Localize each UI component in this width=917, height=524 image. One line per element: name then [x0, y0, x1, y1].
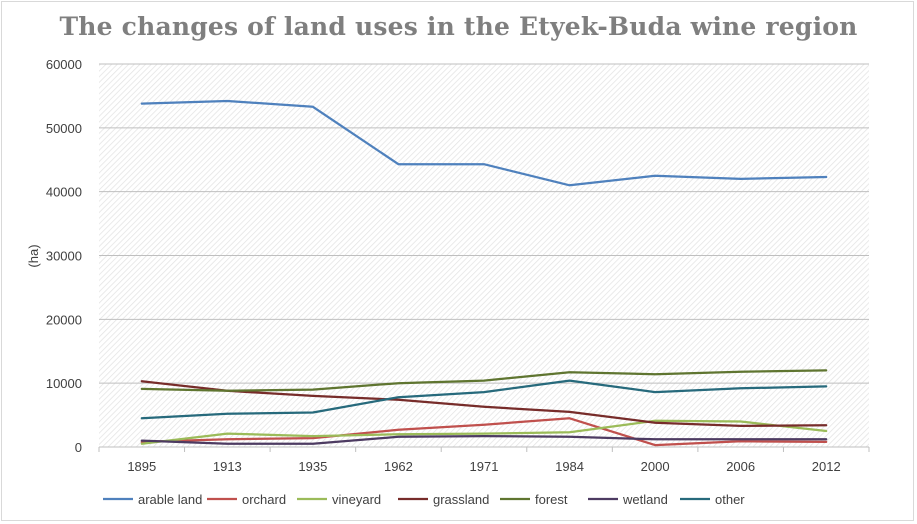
x-tick-label: 2012 [812, 459, 841, 474]
x-tick-label: 1935 [298, 459, 327, 474]
series-line-other [140, 379, 828, 420]
series-line-forest [140, 369, 828, 392]
y-tick-label: 10000 [46, 376, 82, 391]
legend-label: arable land [138, 492, 202, 507]
legend-label: wetland [622, 492, 668, 507]
y-tick-label: 0 [75, 440, 82, 455]
series-line-arable-land [140, 99, 828, 187]
y-axis-label: (ha) [26, 244, 41, 267]
x-tick-label: 2006 [726, 459, 755, 474]
x-tick-label: 1984 [555, 459, 584, 474]
legend-label: forest [535, 492, 568, 507]
x-tick-label: 1971 [470, 459, 499, 474]
series-line-grassland [140, 380, 828, 428]
legend-label: other [715, 492, 745, 507]
legend-label: grassland [433, 492, 489, 507]
x-tick-label: 1962 [384, 459, 413, 474]
legend-label: orchard [242, 492, 286, 507]
legend-label: vineyard [332, 492, 381, 507]
y-tick-label: 50000 [46, 121, 82, 136]
x-tick-label: 2000 [641, 459, 670, 474]
series-line-vineyard [140, 419, 828, 445]
series-line-wetland [140, 434, 828, 445]
chart-title: The changes of land uses in the Etyek-Bu… [59, 12, 858, 41]
series-line-orchard [140, 417, 828, 447]
y-tick-label: 30000 [46, 249, 82, 264]
legend: arable land orchard vineyard grassland fores… [103, 492, 745, 507]
y-tick-label: 60000 [46, 57, 82, 72]
y-tick-label: 20000 [46, 312, 82, 327]
y-tick-label: 40000 [46, 185, 82, 200]
x-tick-label: 1913 [213, 459, 242, 474]
x-tick-label: 1895 [127, 459, 156, 474]
